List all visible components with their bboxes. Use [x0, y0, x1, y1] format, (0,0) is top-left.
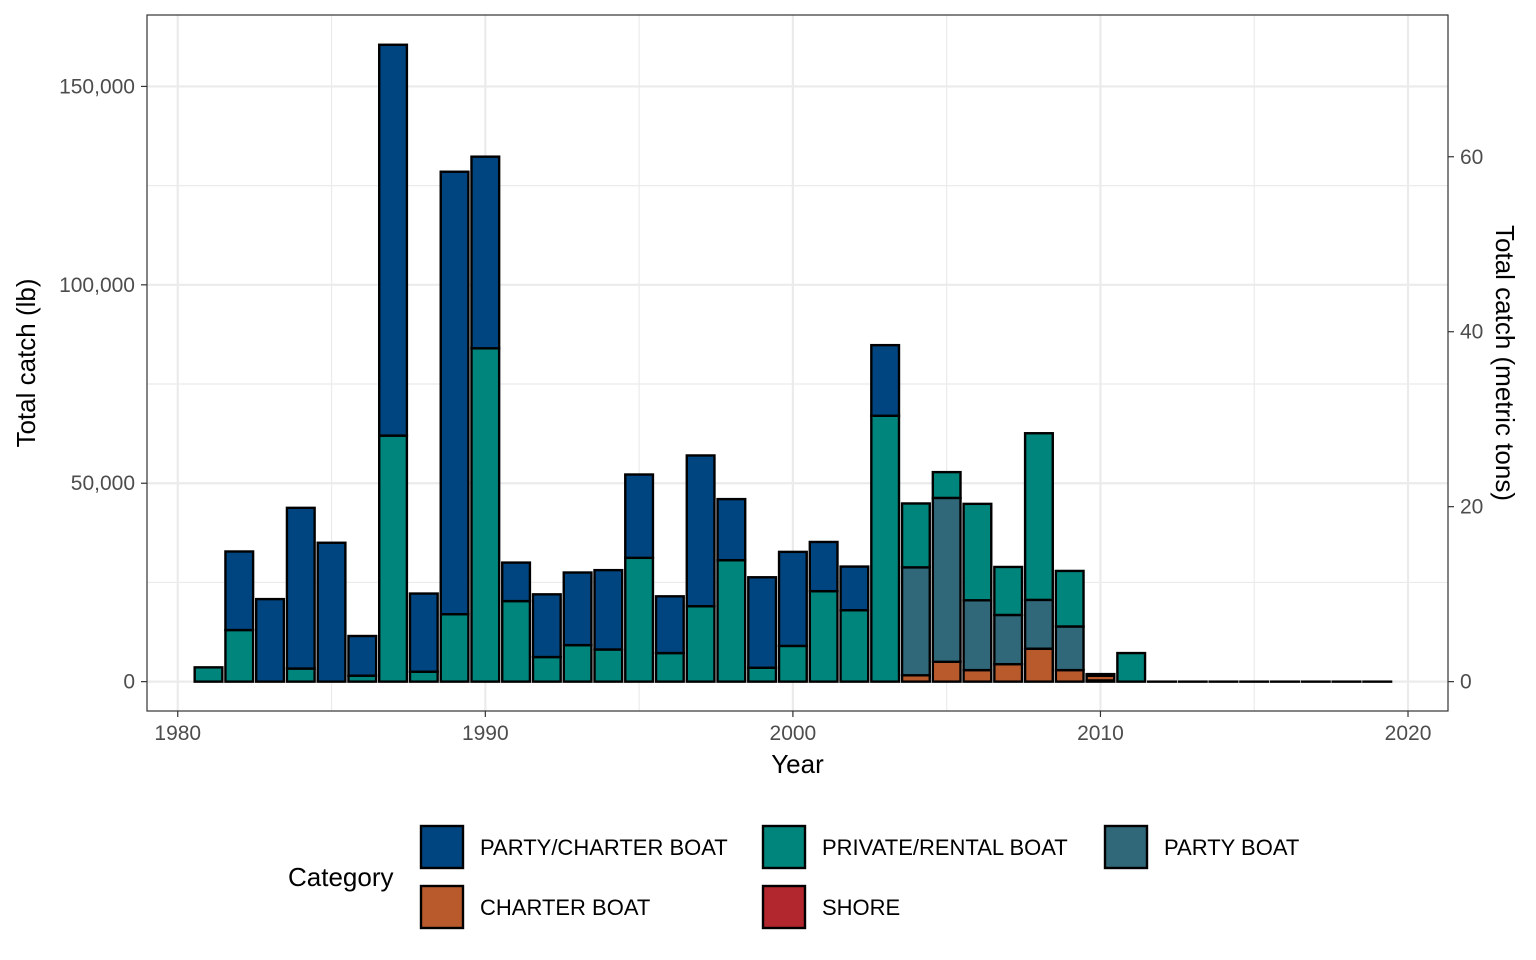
- y2-axis-title: Total catch (metric tons): [1490, 225, 1520, 501]
- bar-2007-private-rental-boat: [993, 565, 1024, 617]
- bar-1988-private-rental-boat: [408, 670, 439, 683]
- legend-label-charter-boat: CHARTER BOAT: [480, 895, 650, 920]
- bar-1993-party-charter-boat: [562, 571, 593, 647]
- bar-1996-private-rental-boat: [654, 651, 685, 683]
- panel-border: [146, 14, 1449, 712]
- x-tick-label: 1990: [462, 722, 509, 745]
- bar-1995-private-rental-boat: [624, 556, 655, 683]
- bars: [193, 43, 1393, 683]
- bar-2001-party-charter-boat: [808, 540, 839, 593]
- bar-2008-charter-boat: [1023, 647, 1054, 683]
- legend-key-party-charter-boat: [419, 824, 465, 870]
- legend-label-private-rental-boat: PRIVATE/RENTAL BOAT: [822, 835, 1068, 860]
- bar-2002-party-charter-boat: [839, 565, 870, 612]
- legend-key-shore: [761, 884, 807, 930]
- x-tick-label: 2000: [770, 722, 817, 745]
- bar-2010-party-boat: [1085, 672, 1116, 677]
- y-tick-label: 150,000: [59, 75, 135, 98]
- y2-tick-label: 60: [1460, 146, 1483, 169]
- bar-2000-party-charter-boat: [777, 550, 808, 648]
- bar-1994-party-charter-boat: [593, 568, 624, 651]
- bar-1993-private-rental-boat: [562, 643, 593, 683]
- bar-1989-party-charter-boat: [439, 170, 470, 616]
- legend-label-shore: SHORE: [822, 895, 900, 920]
- bar-1994-private-rental-boat: [593, 648, 624, 683]
- bar-2004-private-rental-boat: [900, 502, 931, 569]
- bar-1992-private-rental-boat: [531, 655, 562, 683]
- y-tick-label: 100,000: [59, 274, 135, 297]
- bar-2006-charter-boat: [962, 668, 993, 683]
- bar-2005-private-rental-boat: [931, 470, 962, 500]
- bar-1999-party-charter-boat: [747, 576, 778, 669]
- bar-1997-private-rental-boat: [685, 605, 716, 683]
- bar-1982-party-charter-boat: [224, 550, 255, 632]
- legend-label-party-charter-boat: PARTY/CHARTER BOAT: [480, 835, 728, 860]
- bar-1981-private-rental-boat: [193, 666, 224, 683]
- bar-1989-private-rental-boat: [439, 612, 470, 683]
- bar-2006-private-rental-boat: [962, 502, 993, 602]
- y2-tick-label: 40: [1460, 321, 1483, 344]
- legend-label-party-boat: PARTY BOAT: [1164, 835, 1299, 860]
- legend-key-private-rental-boat: [761, 824, 807, 870]
- bar-1992-party-charter-boat: [531, 593, 562, 659]
- bar-2008-party-boat: [1023, 598, 1054, 650]
- bar-1983-party-charter-boat: [254, 597, 286, 683]
- bar-2007-party-boat: [993, 613, 1024, 666]
- x-tick-label: 1980: [154, 722, 201, 745]
- bar-1988-party-charter-boat: [408, 592, 439, 673]
- bar-1991-party-charter-boat: [501, 561, 532, 603]
- bar-1987-party-charter-boat: [378, 43, 409, 437]
- bar-1990-private-rental-boat: [470, 347, 501, 683]
- bar-2004-party-boat: [900, 566, 931, 677]
- legend-title: Category: [288, 862, 394, 892]
- bar-2002-private-rental-boat: [839, 609, 870, 683]
- bar-1998-private-rental-boat: [716, 559, 747, 683]
- bar-1991-private-rental-boat: [501, 599, 532, 683]
- axes: 1980 1990 2000 2010 2020 0 50,000 100,000 150,00…: [59, 75, 1483, 745]
- y-axis-title: Total catch (lb): [11, 278, 41, 447]
- bar-2009-party-boat: [1054, 625, 1085, 672]
- bar-2008-private-rental-boat: [1023, 432, 1054, 602]
- x-tick-label: 2020: [1385, 722, 1432, 745]
- bar-2009-private-rental-boat: [1054, 569, 1085, 628]
- y-tick-label: 0: [123, 671, 135, 694]
- y-tick-label: 50,000: [71, 472, 135, 495]
- y2-tick-label: 20: [1460, 496, 1483, 519]
- legend-key-party-boat: [1103, 824, 1149, 870]
- bar-1986-party-charter-boat: [347, 634, 378, 677]
- bar-2009-charter-boat: [1054, 668, 1085, 683]
- bar-1995-party-charter-boat: [624, 473, 655, 560]
- bar-1997-party-charter-boat: [685, 454, 716, 608]
- x-axis-title: Year: [771, 749, 824, 779]
- bar-2006-party-boat: [962, 599, 993, 672]
- bar-2005-charter-boat: [931, 660, 962, 683]
- bar-2007-charter-boat: [993, 662, 1024, 683]
- bar-1984-party-charter-boat: [285, 506, 316, 670]
- bar-1987-private-rental-boat: [378, 434, 409, 683]
- bar-2011-private-rental-boat: [1116, 651, 1147, 683]
- bar-2000-private-rental-boat: [777, 644, 808, 683]
- bar-1984-private-rental-boat: [285, 667, 316, 683]
- bar-2003-party-charter-boat: [870, 343, 901, 417]
- bar-1998-party-charter-boat: [716, 497, 747, 562]
- bar-1996-party-charter-boat: [654, 595, 685, 655]
- bar-1982-private-rental-boat: [224, 628, 255, 683]
- bar-1990-party-charter-boat: [470, 155, 501, 350]
- bar-2001-private-rental-boat: [808, 589, 839, 683]
- bar-1985-party-charter-boat: [316, 541, 347, 683]
- legend-key-charter-boat: [419, 884, 465, 930]
- bar-1999-private-rental-boat: [747, 666, 778, 683]
- bar-2005-party-boat: [931, 496, 962, 663]
- legend: Category PARTY/CHARTER BOAT PRIVATE/RENTA…: [288, 824, 1299, 930]
- bar-2003-private-rental-boat: [870, 414, 901, 683]
- y2-tick-label: 0: [1460, 671, 1472, 694]
- x-tick-label: 2010: [1077, 722, 1124, 745]
